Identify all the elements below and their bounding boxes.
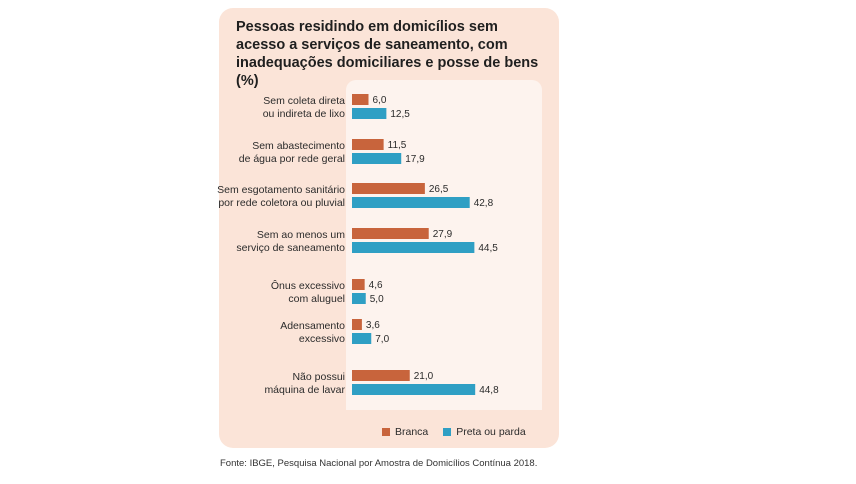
bar-preta-ou-parda xyxy=(352,242,475,253)
data-label: 12,5 xyxy=(390,109,410,120)
category-label-line: serviço de saneamento xyxy=(236,242,345,254)
data-label: 6,0 xyxy=(373,95,387,106)
data-label: 7,0 xyxy=(375,334,389,345)
data-label: 4,6 xyxy=(369,280,383,291)
data-label: 27,9 xyxy=(433,229,453,240)
legend: Branca Preta ou parda xyxy=(382,426,538,439)
bar-branca xyxy=(352,228,429,239)
category-label-line: Sem abastecimento xyxy=(252,140,345,152)
bar-branca xyxy=(352,319,362,330)
bar-branca xyxy=(352,183,425,194)
category-label: Sem ao menos um serviço de saneamento xyxy=(185,229,345,255)
bar-preta-ou-parda xyxy=(352,293,366,304)
category-label-line: Sem esgotamento sanitário xyxy=(217,184,345,196)
category-label: Ônus excessivo com aluguel xyxy=(185,280,345,306)
bar-branca xyxy=(352,94,369,105)
legend-swatch-branca xyxy=(382,428,390,436)
category-label-line: Sem coleta direta xyxy=(263,95,345,107)
legend-label-preta-ou-parda: Preta ou parda xyxy=(456,426,526,438)
bar-branca xyxy=(352,279,365,290)
category-label: Adensamento excessivo xyxy=(185,320,345,346)
data-label: 21,0 xyxy=(414,371,434,382)
category-label: Não possui máquina de lavar xyxy=(185,371,345,397)
chart-title: Pessoas residindo em domicílios sem aces… xyxy=(236,19,539,89)
category-label-line: Ônus excessivo xyxy=(270,280,345,292)
data-label: 3,6 xyxy=(366,320,380,331)
data-label: 5,0 xyxy=(370,294,384,305)
category-label-line: com aluguel xyxy=(288,293,345,305)
category-label-line: excessivo xyxy=(298,333,345,345)
data-label: 11,5 xyxy=(388,140,407,151)
category-label-line: Adensamento xyxy=(280,320,345,332)
bar-branca xyxy=(352,370,410,381)
data-label: 17,9 xyxy=(405,154,425,165)
source-note: Fonte: IBGE, Pesquisa Nacional por Amost… xyxy=(220,458,538,469)
category-label-line: ou indireta de lixo xyxy=(262,108,345,120)
category-label-line: Sem ao menos um xyxy=(256,229,345,241)
bar-preta-ou-parda xyxy=(352,384,476,395)
category-label-line: Não possui xyxy=(292,371,345,383)
category-label-line: máquina de lavar xyxy=(264,384,345,396)
category-label: Sem esgotamento sanitário por rede coleto… xyxy=(185,184,345,210)
data-label: 26,5 xyxy=(429,184,449,195)
bar-preta-ou-parda xyxy=(352,197,470,208)
legend-item-branca: Branca xyxy=(382,426,428,438)
data-label: 44,5 xyxy=(478,243,498,254)
bar-preta-ou-parda xyxy=(352,153,402,164)
category-label-line: por rede coletora ou pluvial xyxy=(218,197,345,209)
bar-branca xyxy=(352,139,384,150)
data-label: 42,8 xyxy=(474,198,494,209)
bar-preta-ou-parda xyxy=(352,108,387,119)
data-label: 44,8 xyxy=(479,385,499,396)
legend-label-branca: Branca xyxy=(395,426,429,438)
bar-preta-ou-parda xyxy=(352,333,372,344)
category-label-line: de água por rede geral xyxy=(238,153,345,165)
legend-swatch-preta-ou-parda xyxy=(443,428,452,436)
category-label: Sem abastecimento de água por rede geral xyxy=(185,140,345,166)
category-label: Sem coleta direta ou indireta de lixo xyxy=(185,95,345,121)
legend-item-preta-ou-parda: Preta ou parda xyxy=(443,426,526,438)
